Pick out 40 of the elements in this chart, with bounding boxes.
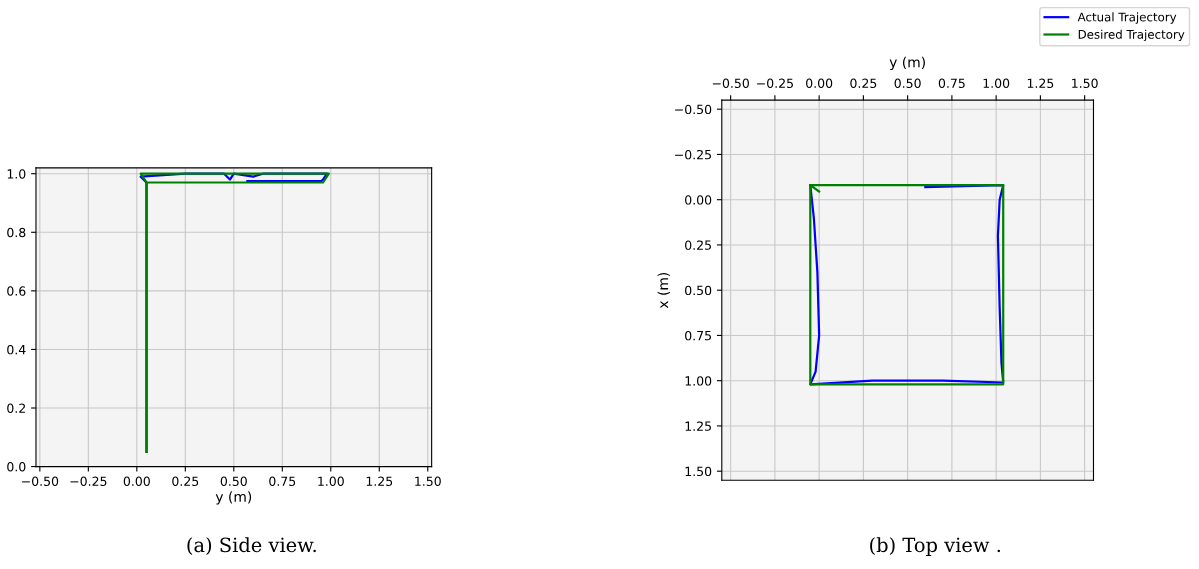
x-axis-title: y (m) xyxy=(215,491,252,505)
x-tick-label: 1.50 xyxy=(1072,78,1098,88)
y-tick-label: 0.8 xyxy=(7,227,26,238)
x-tick-label: −0.50 xyxy=(22,476,59,486)
x-tick-label: 0.00 xyxy=(123,476,150,486)
x-tick-label: 0.50 xyxy=(220,476,247,486)
x-tick-label: 0.75 xyxy=(938,78,965,88)
y-tick-label: −0.25 xyxy=(675,149,711,160)
legend-label: Actual Trajectory xyxy=(1077,12,1177,24)
text: (a) Side view. xyxy=(187,537,316,555)
y-tick-label: 0.25 xyxy=(685,240,711,250)
x-tick-label: −0.25 xyxy=(757,78,793,88)
x-tick-label: 0.25 xyxy=(850,78,877,88)
y-tick-label: 0.2 xyxy=(7,403,25,413)
x-tick-label: 0.00 xyxy=(806,78,833,88)
y-tick-label: 1.0 xyxy=(7,169,26,179)
x-tick-label: 0.50 xyxy=(894,78,921,88)
x-tick-label: −0.50 xyxy=(712,78,749,88)
y-tick-label: 1.50 xyxy=(685,466,712,477)
y-tick-label: 0.75 xyxy=(685,330,711,341)
legend-label: Desired Trajectory xyxy=(1078,29,1185,42)
y-tick-label: 0.4 xyxy=(7,344,26,355)
x-tick-label: 1.00 xyxy=(318,476,344,486)
y-tick-label: 0.50 xyxy=(685,285,712,296)
y-tick-label: −0.50 xyxy=(675,104,712,115)
x-tick-label: 1.50 xyxy=(415,476,441,486)
y-tick-label: 1.00 xyxy=(685,376,712,386)
x-tick-label: −0.25 xyxy=(70,476,107,486)
text: (b) Top view . xyxy=(870,537,1001,556)
x-axis-title: y (m) xyxy=(889,56,925,71)
x-tick-label: 0.75 xyxy=(269,476,296,486)
x-tick-label: 1.25 xyxy=(1027,78,1054,88)
y-tick-label: 0.6 xyxy=(7,286,26,296)
y-tick-label: 1.25 xyxy=(685,421,711,431)
x-tick-label: 1.25 xyxy=(366,476,393,486)
y-axis-title: x (m) xyxy=(657,272,670,309)
x-tick-label: 0.25 xyxy=(172,476,199,486)
y-tick-label: 0.00 xyxy=(685,195,712,205)
x-tick-label: 1.00 xyxy=(983,78,1010,88)
y-tick-label: 0.0 xyxy=(7,462,26,472)
